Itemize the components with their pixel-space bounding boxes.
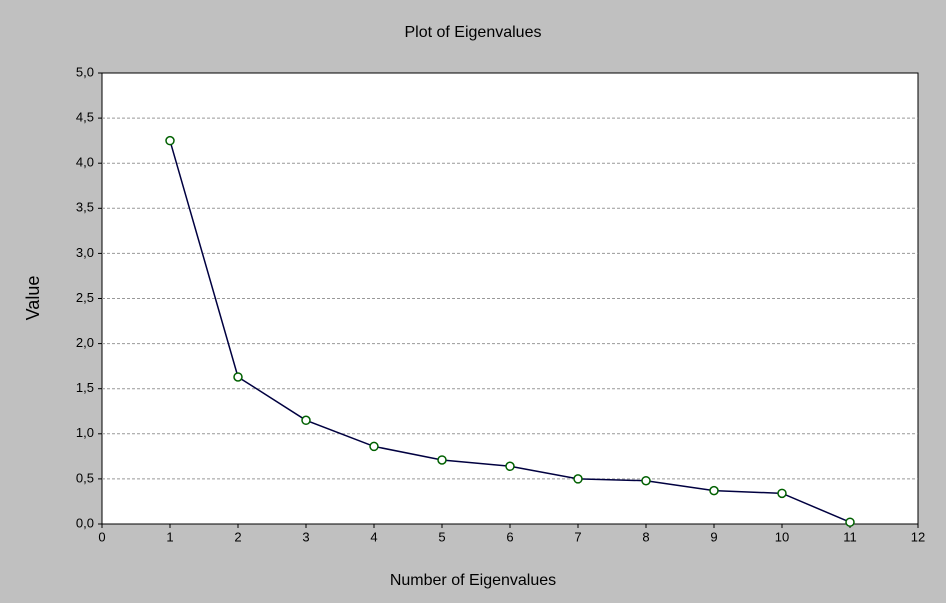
marker bbox=[709, 485, 719, 496]
y-tick-label: 1,5 bbox=[76, 380, 94, 395]
x-tick-label: 10 bbox=[775, 529, 789, 544]
y-tick-label: 0,0 bbox=[76, 515, 94, 530]
x-tick-label: 9 bbox=[710, 529, 717, 544]
y-axis-label: Value bbox=[23, 276, 43, 321]
chart-title: Plot of Eigenvalues bbox=[405, 24, 542, 41]
y-tick-label: 2,5 bbox=[76, 290, 94, 305]
x-tick-label: 2 bbox=[234, 529, 241, 544]
marker bbox=[777, 488, 787, 499]
x-tick-label: 11 bbox=[843, 529, 857, 544]
marker bbox=[505, 461, 515, 472]
x-tick-label: 8 bbox=[642, 529, 649, 544]
y-tick-label: 4,0 bbox=[76, 155, 94, 170]
x-tick-label: 7 bbox=[574, 529, 581, 544]
y-tick-label: 5,0 bbox=[76, 64, 94, 79]
x-tick-label: 12 bbox=[911, 529, 925, 544]
x-axis-label: Number of Eigenvalues bbox=[390, 572, 556, 589]
x-tick-label: 6 bbox=[506, 529, 513, 544]
x-tick-label: 1 bbox=[166, 529, 173, 544]
marker bbox=[437, 455, 447, 465]
y-tick-label: 3,5 bbox=[76, 200, 94, 215]
marker bbox=[301, 415, 311, 426]
marker bbox=[369, 441, 379, 452]
x-tick-label: 3 bbox=[302, 529, 309, 544]
marker bbox=[845, 517, 855, 527]
marker bbox=[233, 372, 243, 382]
x-tick-label: 0 bbox=[98, 529, 105, 544]
x-tick-label: 5 bbox=[438, 529, 445, 544]
y-tick-label: 4,5 bbox=[76, 110, 94, 125]
marker bbox=[165, 135, 175, 146]
x-tick-label: 4 bbox=[370, 529, 377, 544]
marker bbox=[573, 474, 583, 484]
y-tick-label: 2,0 bbox=[76, 335, 94, 350]
y-tick-label: 0,5 bbox=[76, 470, 94, 485]
marker bbox=[641, 475, 651, 486]
y-tick-label: 3,0 bbox=[76, 245, 94, 260]
y-tick-label: 1,0 bbox=[76, 425, 94, 440]
